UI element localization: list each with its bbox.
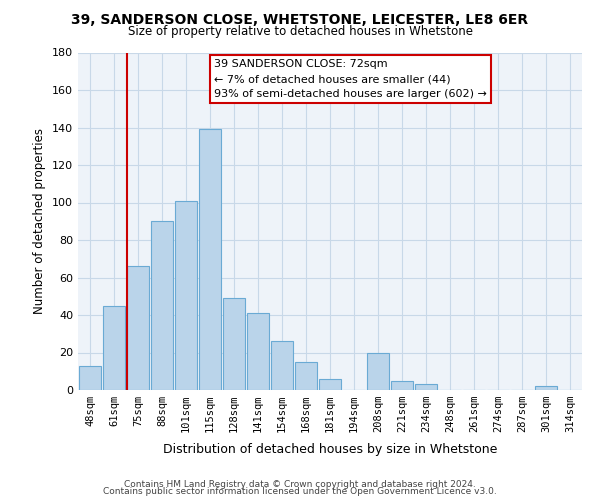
Text: 39, SANDERSON CLOSE, WHETSTONE, LEICESTER, LE8 6ER: 39, SANDERSON CLOSE, WHETSTONE, LEICESTE… [71,12,529,26]
X-axis label: Distribution of detached houses by size in Whetstone: Distribution of detached houses by size … [163,444,497,456]
Bar [247,313,269,390]
Bar [319,379,341,390]
Bar [367,352,389,390]
Text: Contains HM Land Registry data © Crown copyright and database right 2024.: Contains HM Land Registry data © Crown c… [124,480,476,489]
Text: Size of property relative to detached houses in Whetstone: Size of property relative to detached ho… [128,25,473,38]
Bar [223,298,245,390]
Bar [271,341,293,390]
Bar [199,130,221,390]
Bar [175,200,197,390]
Bar [79,366,101,390]
Bar [103,306,125,390]
Bar [295,362,317,390]
Bar [415,384,437,390]
Bar [535,386,557,390]
Y-axis label: Number of detached properties: Number of detached properties [34,128,46,314]
Bar [391,380,413,390]
Text: 39 SANDERSON CLOSE: 72sqm
← 7% of detached houses are smaller (44)
93% of semi-d: 39 SANDERSON CLOSE: 72sqm ← 7% of detach… [214,59,487,99]
Text: Contains public sector information licensed under the Open Government Licence v3: Contains public sector information licen… [103,487,497,496]
Bar [151,221,173,390]
Bar [127,266,149,390]
